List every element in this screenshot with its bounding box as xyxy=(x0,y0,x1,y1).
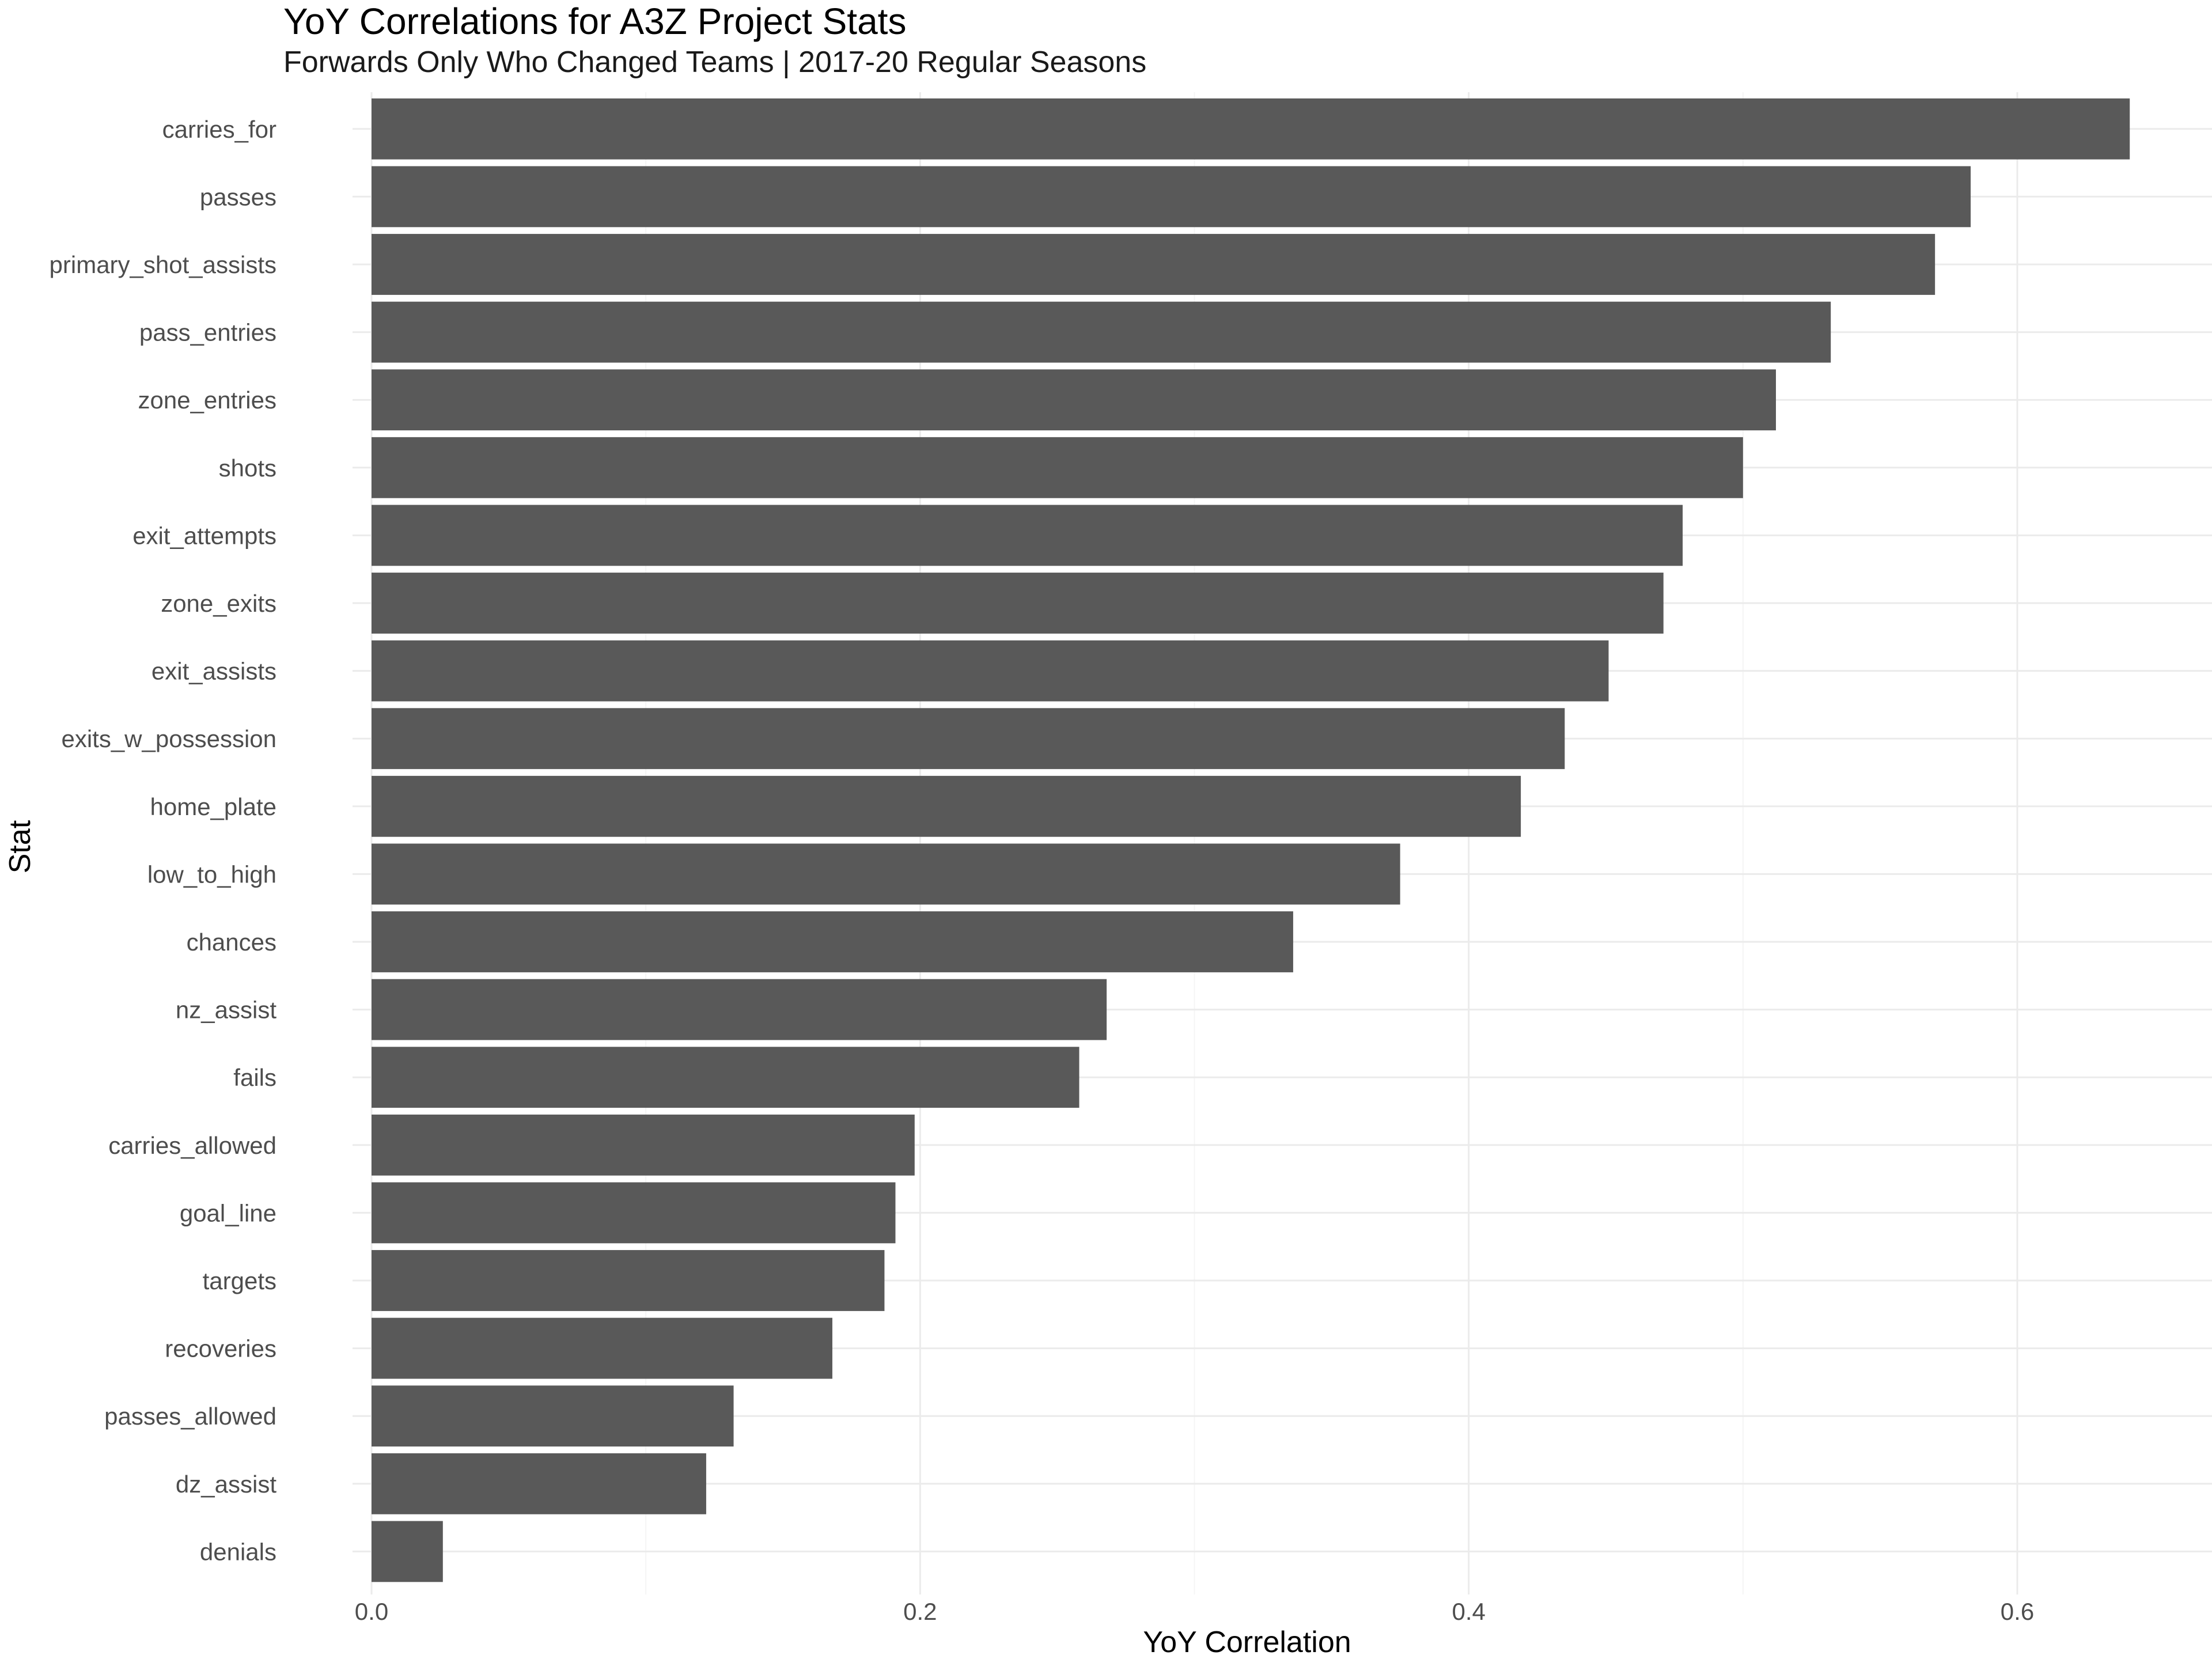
y-tick-label: dz_assist xyxy=(176,1471,276,1498)
bar-chances xyxy=(372,911,1293,972)
bar-zone-exits xyxy=(372,573,1664,634)
bar-primary-shot-assists xyxy=(372,234,1936,295)
bar-passes-allowed xyxy=(372,1385,734,1447)
y-tick-label: carries_for xyxy=(162,116,276,143)
x-tick-label: 0.0 xyxy=(355,1598,388,1625)
bar-goal-line xyxy=(372,1182,896,1244)
y-tick-label: carries_allowed xyxy=(108,1132,276,1159)
bar-low-to-high xyxy=(372,843,1400,905)
bar-targets xyxy=(372,1250,885,1311)
bar-denials xyxy=(372,1521,443,1582)
bar-exit-assists xyxy=(372,640,1609,702)
y-tick-label: recoveries xyxy=(165,1335,276,1362)
x-tick-label: 0.2 xyxy=(903,1598,937,1625)
bar-pass-entries xyxy=(372,301,1831,363)
bar-zone-entries xyxy=(372,369,1776,431)
y-tick-label: exit_attempts xyxy=(132,522,276,549)
y-tick-label: low_to_high xyxy=(147,861,276,888)
bar-fails xyxy=(372,1047,1080,1108)
y-tick-label: chances xyxy=(187,929,276,956)
y-tick-label: denials xyxy=(200,1538,276,1565)
bar-nz-assist xyxy=(372,979,1107,1040)
y-tick-label: home_plate xyxy=(150,793,277,820)
x-axis-title: YoY Correlation xyxy=(1143,1626,1351,1659)
y-tick-label: nz_assist xyxy=(176,997,276,1024)
bars xyxy=(372,98,2130,1582)
y-tick-label: shots xyxy=(219,454,276,482)
y-tick-label: pass_entries xyxy=(139,319,276,346)
y-tick-label: exit_assists xyxy=(151,658,276,685)
bar-dz-assist xyxy=(372,1453,706,1514)
x-tick-labels: 0.0 0.2 0.4 0.6 xyxy=(355,1598,2034,1625)
chart-subtitle: Forwards Only Who Changed Teams | 2017-2… xyxy=(283,46,1147,79)
y-tick-label: zone_entries xyxy=(138,387,277,414)
y-tick-label: passes xyxy=(200,183,276,210)
x-tick-label: 0.6 xyxy=(2001,1598,2034,1625)
bar-passes xyxy=(372,166,1971,228)
y-tick-label: passes_allowed xyxy=(104,1403,276,1430)
y-axis-title: Stat xyxy=(3,820,37,873)
y-tick-label: fails xyxy=(233,1064,276,1091)
bar-recoveries xyxy=(372,1317,832,1379)
bar-carries-for xyxy=(372,98,2130,160)
y-tick-label: goal_line xyxy=(180,1199,276,1226)
bar-shots xyxy=(372,437,1743,498)
y-tick-label: zone_exits xyxy=(161,590,276,617)
y-tick-label: targets xyxy=(203,1267,276,1294)
bar-exit-attempts xyxy=(372,505,1683,566)
y-tick-label: exits_w_possession xyxy=(61,725,276,752)
y-tick-label: primary_shot_assists xyxy=(50,251,276,278)
x-tick-label: 0.4 xyxy=(1452,1598,1485,1625)
bar-home-plate xyxy=(372,775,1521,837)
chart-title: YoY Correlations for A3Z Project Stats xyxy=(283,1,907,42)
bar-exits-w-possession xyxy=(372,708,1565,770)
bar-carries-allowed xyxy=(372,1114,915,1176)
